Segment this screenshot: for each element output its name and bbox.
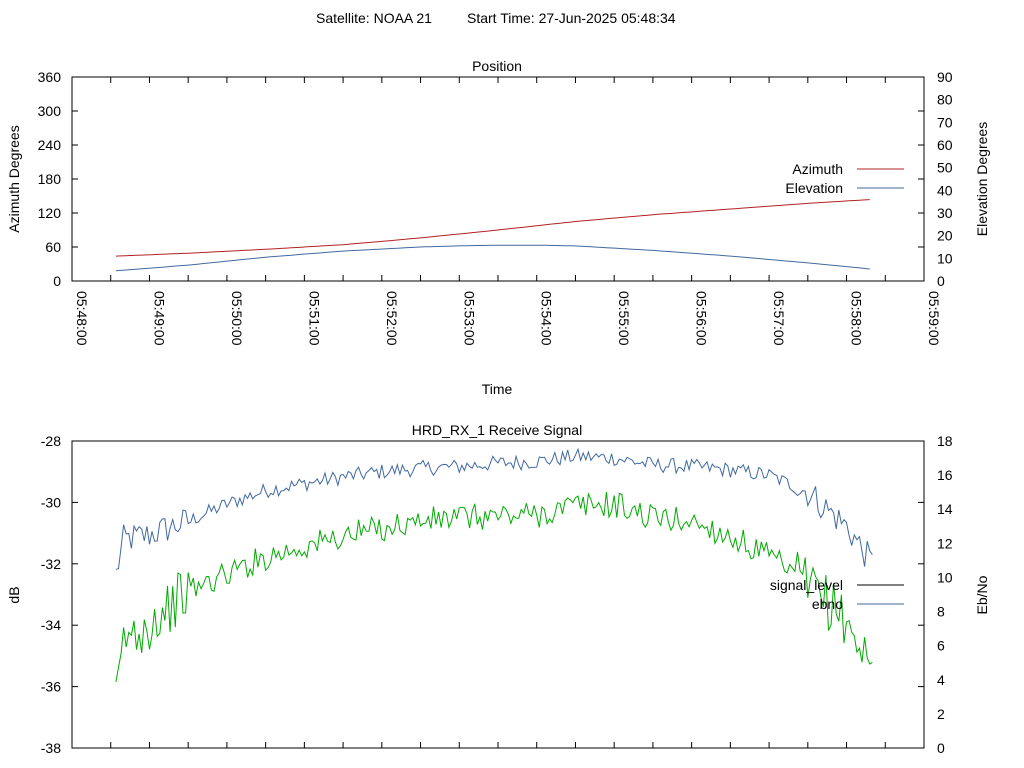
y2-tick-label: 14 — [937, 501, 953, 517]
y2-tick-label: 10 — [937, 569, 953, 585]
elevation-ticks: 0 10 20 30 40 50 60 70 80 90 — [937, 69, 953, 289]
y2-tick-label: 90 — [937, 69, 953, 85]
legend-label-signal-level: signal_level — [770, 577, 843, 593]
y2-tick-label: 8 — [937, 604, 945, 620]
legend-label-ebno: ebno — [812, 596, 843, 612]
db-axis-label: dB — [6, 586, 22, 603]
satellite-label: Satellite: NOAA 21 — [316, 10, 432, 26]
unlabeled-series-line — [115, 491, 873, 683]
y-tick-label: 180 — [38, 171, 62, 187]
x-tick-label: 05:58:00 — [849, 291, 865, 346]
x-tick-label: 05:49:00 — [151, 291, 167, 346]
position-legend: Azimuth Elevation — [785, 161, 904, 196]
receive-series — [115, 447, 873, 683]
y2-tick-label: 40 — [937, 182, 953, 198]
position-series — [115, 199, 870, 272]
elevation-axis-label: Elevation Degrees — [974, 122, 990, 236]
x-tick-label: 05:59:00 — [926, 291, 942, 346]
legend-label-azimuth: Azimuth — [792, 161, 843, 177]
ebno-series-line — [115, 447, 873, 570]
x-tick-label: 05:52:00 — [384, 291, 400, 346]
y-tick-label: -28 — [41, 433, 61, 449]
start-time-label: Start Time: 27-Jun-2025 05:48:34 — [467, 10, 676, 26]
receive-signal-chart: HRD_RX_1 Receive Signal dB Eb/No -38-36-… — [6, 422, 990, 756]
ebno-axis-label: Eb/No — [974, 575, 990, 614]
elevation-series-line — [115, 244, 870, 272]
y-tick-label: 120 — [38, 205, 62, 221]
legend-label-elevation: Elevation — [785, 180, 843, 196]
y2-tick-label: 12 — [937, 535, 953, 551]
y2-tick-label: 2 — [937, 706, 945, 722]
x-tick-label: 05:51:00 — [306, 291, 322, 346]
x-tick-label: 05:50:00 — [229, 291, 245, 346]
y2-tick-label: 6 — [937, 638, 945, 654]
y2-tick-label: 80 — [937, 92, 953, 108]
y-tick-label: -38 — [41, 740, 61, 756]
y-tick-label: -34 — [41, 617, 61, 633]
y2-tick-label: 16 — [937, 467, 953, 483]
y-tick-label: 300 — [38, 103, 62, 119]
y-tick-label: 0 — [53, 273, 61, 289]
y2-tick-label: 10 — [937, 250, 953, 266]
x-tick-label: 05:56:00 — [694, 291, 710, 346]
y2-tick-label: 20 — [937, 228, 953, 244]
receive-signal-chart-title: HRD_RX_1 Receive Signal — [412, 422, 582, 438]
y2-tick-label: 4 — [937, 672, 945, 688]
y2-tick-label: 0 — [937, 273, 945, 289]
ebno-ticks: 0 2 4 6 8 10 12 14 16 18 — [937, 433, 953, 756]
receive-time-ticks — [71, 742, 925, 748]
receive-plot-frame — [71, 440, 925, 749]
y2-tick-label: 70 — [937, 114, 953, 130]
position-plot-frame — [71, 76, 925, 282]
y-tick-label: -36 — [41, 679, 61, 695]
azimuth-axis-label: Azimuth Degrees — [6, 125, 22, 232]
y2-tick-label: 18 — [937, 433, 953, 449]
x-tick-label: 05:55:00 — [616, 291, 632, 346]
position-chart-title: Position — [472, 58, 522, 74]
y-tick-label: -32 — [41, 556, 61, 572]
azimuth-ticks: 0 60 120 180 240 300 360 — [38, 69, 924, 289]
y-tick-label: 60 — [45, 239, 61, 255]
y2-tick-label: 0 — [937, 740, 945, 756]
y-tick-label: 240 — [38, 137, 62, 153]
y-tick-label: -30 — [41, 494, 61, 510]
position-chart: Position Azimuth Degrees Elevation Degre… — [6, 58, 990, 397]
time-axis-label: Time — [482, 381, 513, 397]
x-tick-label: 05:54:00 — [539, 291, 555, 346]
y-tick-label: 360 — [38, 69, 62, 85]
azimuth-series-line — [115, 199, 870, 257]
x-tick-label: 05:48:00 — [74, 291, 90, 346]
db-ticks: -38 -36 -34 -32 -30 -28 — [41, 433, 924, 756]
y2-tick-label: 60 — [937, 137, 953, 153]
time-ticks: 05:48:00 05:49:00 05:50:00 05:51:00 05:52:00… — [71, 77, 942, 346]
y2-tick-label: 30 — [937, 205, 953, 221]
x-tick-label: 05:53:00 — [461, 291, 477, 346]
x-tick-label: 05:57:00 — [771, 291, 787, 346]
y2-tick-label: 50 — [937, 160, 953, 176]
